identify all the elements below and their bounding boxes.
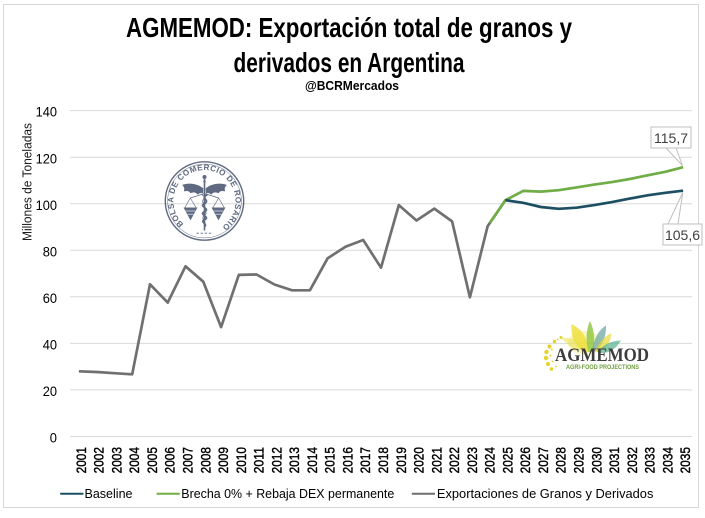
svg-text:2019: 2019 [393,447,409,474]
svg-text:2005: 2005 [144,447,160,474]
svg-text:Baseline: Baseline [85,486,133,501]
svg-text:2010: 2010 [233,447,249,474]
svg-text:2013: 2013 [286,447,302,474]
svg-text:2003: 2003 [108,447,124,474]
svg-text:2028: 2028 [553,447,569,474]
svg-text:2033: 2033 [642,447,658,474]
svg-text:0: 0 [50,429,57,445]
svg-text:2012: 2012 [268,447,284,474]
svg-text:Millones de Toneladas: Millones de Toneladas [21,123,35,241]
svg-text:Brecha 0% + Rebaja DEX permane: Brecha 0% + Rebaja DEX permanente [181,486,394,501]
svg-text:AGMEMOD: Exportación total de: AGMEMOD: Exportación total de granos y [126,12,573,43]
svg-text:140: 140 [36,104,58,120]
svg-text:2034: 2034 [659,447,675,474]
svg-text:2021: 2021 [428,447,444,474]
svg-text:2022: 2022 [446,447,462,474]
svg-text:2017: 2017 [357,447,373,474]
svg-text:2008: 2008 [197,447,213,474]
svg-text:115,7: 115,7 [654,130,688,146]
svg-text:2004: 2004 [126,447,142,474]
svg-text:80: 80 [43,243,57,259]
svg-text:40: 40 [43,336,57,352]
svg-text:2020: 2020 [411,447,427,474]
svg-text:100: 100 [36,197,58,213]
svg-text:2027: 2027 [535,447,551,474]
svg-text:20: 20 [43,383,57,399]
svg-text:105,6: 105,6 [665,227,700,243]
svg-text:2006: 2006 [162,447,178,474]
svg-text:2007: 2007 [180,447,196,474]
svg-text:Exportaciones de Granos y Deri: Exportaciones de Granos y Derivados [437,486,654,501]
svg-text:derivados en Argentina: derivados en Argentina [234,47,466,78]
svg-text:2009: 2009 [215,447,231,474]
svg-text:2018: 2018 [375,447,391,474]
svg-text:2031: 2031 [606,447,622,474]
svg-text:2029: 2029 [571,447,587,474]
svg-text:@BCRMercados: @BCRMercados [305,79,399,93]
svg-text:2024: 2024 [482,447,498,474]
svg-text:2011: 2011 [251,447,267,474]
svg-text:2030: 2030 [588,447,604,474]
svg-text:2014: 2014 [304,447,320,474]
svg-text:AGRI-FOOD PROJECTIONS: AGRI-FOOD PROJECTIONS [566,364,640,371]
svg-text:AGMEMOD: AGMEMOD [555,345,649,366]
svg-text:2015: 2015 [322,447,338,474]
svg-text:120: 120 [36,150,58,166]
svg-text:2035: 2035 [677,447,693,474]
svg-text:2032: 2032 [624,447,640,474]
svg-text:60: 60 [43,290,57,306]
svg-text:2002: 2002 [91,447,107,474]
svg-text:2026: 2026 [517,447,533,474]
svg-text:2025: 2025 [499,447,515,474]
svg-text:2001: 2001 [73,447,89,474]
svg-text:2023: 2023 [464,447,480,474]
svg-text:2016: 2016 [340,447,356,474]
